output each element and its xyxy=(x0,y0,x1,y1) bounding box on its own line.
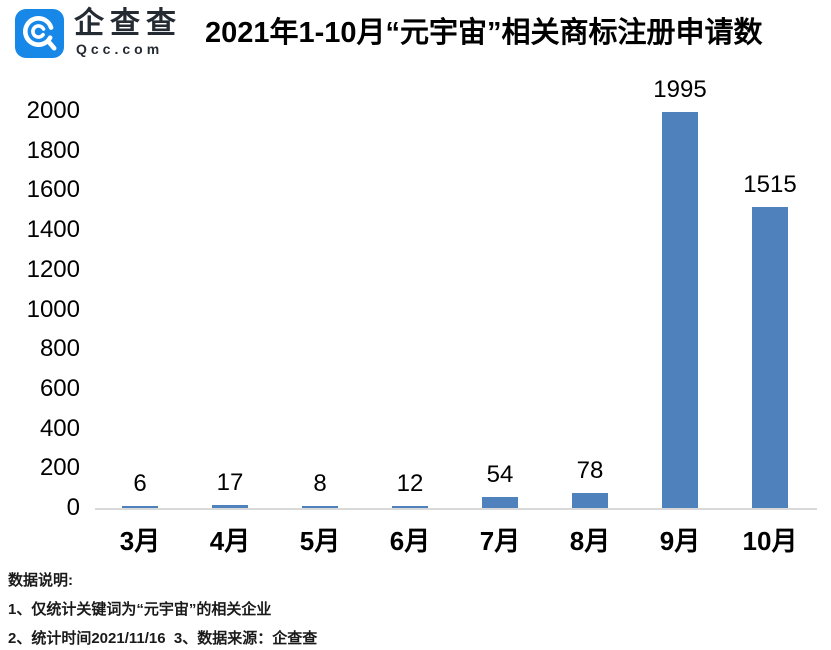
bar-value-label: 17 xyxy=(216,469,244,496)
bar-value-label: 6 xyxy=(133,470,147,497)
bar xyxy=(752,207,788,508)
y-tick-label: 1200 xyxy=(26,255,80,283)
note-2: 2、统计时间2021/11/16 3、数据来源：企查查 xyxy=(8,630,318,647)
y-tick-label: 1000 xyxy=(26,295,80,323)
bar-value-label: 1515 xyxy=(743,171,797,198)
bar xyxy=(572,493,608,508)
bar xyxy=(482,497,518,508)
bar xyxy=(392,506,428,508)
bar xyxy=(212,505,248,508)
bar-value-label: 8 xyxy=(313,470,327,497)
bar xyxy=(302,506,338,508)
x-tick-label: 4月 xyxy=(209,526,251,556)
y-tick-label: 800 xyxy=(39,335,80,363)
x-tick-label: 9月 xyxy=(659,526,701,556)
magnifier-spiral-icon xyxy=(23,16,57,51)
x-tick-label: 3月 xyxy=(119,526,161,556)
page-title: 2021年1-10月“元宇宙”相关商标注册申请数 xyxy=(205,17,763,49)
x-tick-label: 7月 xyxy=(479,526,521,556)
bar xyxy=(662,112,698,508)
data-notes: 数据说明: 1、仅统计关键词为“元宇宙”的相关企业 2、统计时间2021/11/… xyxy=(8,566,823,650)
y-tick-label: 1800 xyxy=(26,136,80,164)
bar-value-label: 12 xyxy=(396,470,424,497)
y-tick-label: 1600 xyxy=(26,176,80,204)
x-tick-label: 5月 xyxy=(299,526,341,556)
qcc-logo-wordmark: 企查查 xyxy=(74,7,182,40)
bar xyxy=(122,506,158,508)
qcc-logo-icon xyxy=(15,9,64,58)
y-tick-label: 600 xyxy=(39,374,80,402)
x-tick-label: 10月 xyxy=(742,526,798,556)
x-tick-label: 8月 xyxy=(569,526,611,556)
x-tick-label: 6月 xyxy=(389,526,431,556)
y-tick-label: 1400 xyxy=(26,216,80,244)
bar-value-label: 54 xyxy=(486,461,514,488)
y-tick-label: 400 xyxy=(39,414,80,442)
qcc-logo-domain: Qcc.com xyxy=(76,41,164,57)
y-tick-label: 0 xyxy=(66,494,80,521)
bar-value-label: 1995 xyxy=(653,76,707,103)
bar-value-label: 78 xyxy=(576,457,604,484)
note-1: 1、仅统计关键词为“元宇宙”的相关企业 xyxy=(8,601,272,618)
x-axis-line xyxy=(95,508,817,510)
y-tick-label: 2000 xyxy=(26,97,80,124)
y-tick-label: 200 xyxy=(39,454,80,482)
notes-heading: 数据说明: xyxy=(8,572,73,589)
